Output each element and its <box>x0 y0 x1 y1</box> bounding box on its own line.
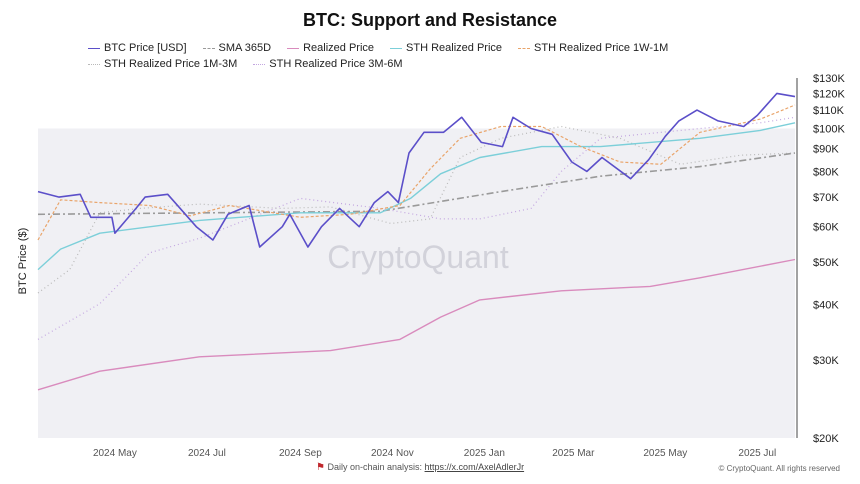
copyright: © CryptoQuant. All rights reserved <box>718 464 841 473</box>
series-line-sth-realized-price-3m-6m <box>37 116 796 340</box>
footer-note-text: Daily on-chain analysis: <box>327 462 423 472</box>
legend-swatch <box>253 63 266 65</box>
legend-label: BTC Price [USD] <box>104 42 187 54</box>
x-tick-label: 2024 Nov <box>371 448 414 459</box>
y-tick-label: $110K <box>813 105 845 117</box>
legend-item[interactable]: Realized Price <box>287 40 374 56</box>
watermark: CryptoQuant <box>327 239 509 275</box>
series-line-btc-price-usd- <box>37 92 796 248</box>
y-tick-label: $70K <box>813 192 839 204</box>
y-tick-label: $120K <box>813 88 845 100</box>
y-tick-label: $100K <box>813 123 845 135</box>
y-tick-label: $30K <box>813 355 839 367</box>
x-tick-label: 2025 Jul <box>738 448 776 459</box>
series-line-realized-price <box>37 258 796 391</box>
y-tick-label: $60K <box>813 222 839 234</box>
x-tick-label: 2024 Sep <box>279 448 322 459</box>
x-tick-label: 2025 May <box>643 448 687 459</box>
flag-icon: ⚑ <box>316 462 325 473</box>
y-tick-label: $80K <box>813 166 839 178</box>
series-line-sth-realized-price-1w-1m <box>37 104 796 241</box>
legend-label: SMA 365D <box>218 42 272 54</box>
legend-item[interactable]: STH Realized Price 1M-3M <box>88 56 237 72</box>
footer-note: ⚑ Daily on-chain analysis: https://x.com… <box>316 462 524 473</box>
x-tick-label: 2025 Jan <box>464 448 505 459</box>
y-tick-label: $130K <box>813 73 845 85</box>
y-tick-label: $90K <box>813 144 839 156</box>
x-tick-label: 2025 Mar <box>552 448 595 459</box>
series-line-sma-365d <box>37 152 796 216</box>
legend-item[interactable]: STH Realized Price <box>390 40 502 56</box>
legend-swatch <box>287 47 300 49</box>
legend-swatch <box>88 63 100 65</box>
legend-item[interactable]: STH Realized Price 3M-6M <box>253 56 403 72</box>
legend-label: STH Realized Price <box>406 42 503 54</box>
plot-background <box>38 128 795 438</box>
legend-label: STH Realized Price 1W-1M <box>534 42 669 54</box>
legend-label: Realized Price <box>303 42 375 54</box>
x-tick-label: 2024 Jul <box>188 448 226 459</box>
y-tick-label: $50K <box>813 257 839 269</box>
y-tick-label: $20K <box>813 433 839 445</box>
legend: BTC Price [USD] SMA 365D Realized Price STH… <box>88 40 808 72</box>
chart-title: BTC: Support and Resistance <box>302 10 558 30</box>
y-tick-label: $40K <box>813 300 839 312</box>
series-line-sth-realized-price-1m-3m <box>37 125 796 294</box>
legend-item[interactable]: STH Realized Price 1W-1M <box>518 40 668 56</box>
legend-swatch <box>518 47 531 49</box>
legend-swatch <box>88 47 100 49</box>
x-tick-label: 2024 May <box>93 448 137 459</box>
legend-swatch <box>390 47 403 49</box>
legend-label: STH Realized Price 1M-3M <box>104 58 238 70</box>
footer-link[interactable]: https://x.com/AxelAdlerJr <box>424 462 525 472</box>
legend-swatch <box>202 47 215 49</box>
legend-label: STH Realized Price 3M-6M <box>269 58 403 70</box>
legend-item[interactable]: BTC Price [USD] <box>88 40 187 56</box>
legend-item[interactable]: SMA 365D <box>202 40 272 56</box>
